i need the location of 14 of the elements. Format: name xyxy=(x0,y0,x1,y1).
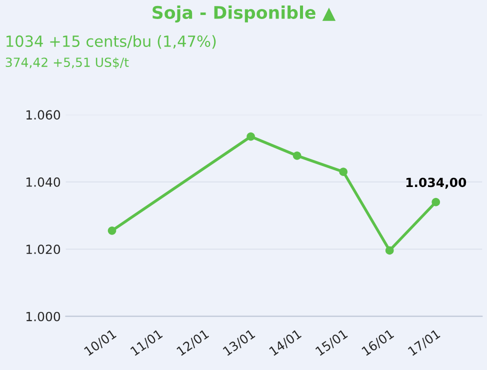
point xyxy=(292,152,302,160)
text: 374,42 +5,51 US$/t xyxy=(6,57,129,69)
point xyxy=(246,132,255,141)
chart-title: Soja - Disponible ▲ xyxy=(152,6,336,22)
point xyxy=(385,246,394,255)
chart-subtitle: 1034 +15 cents/bu (1,47%) xyxy=(6,35,216,49)
y-tick-label: 1.060 xyxy=(26,110,60,120)
point xyxy=(432,198,440,206)
point xyxy=(339,168,348,176)
y-tick-label: 1.020 xyxy=(26,244,60,254)
y-tick-label: 1.040 xyxy=(26,177,60,187)
y-tick-label: 1.000 xyxy=(26,312,60,322)
data-label: 1.034,00 xyxy=(406,178,466,189)
point xyxy=(108,226,116,235)
